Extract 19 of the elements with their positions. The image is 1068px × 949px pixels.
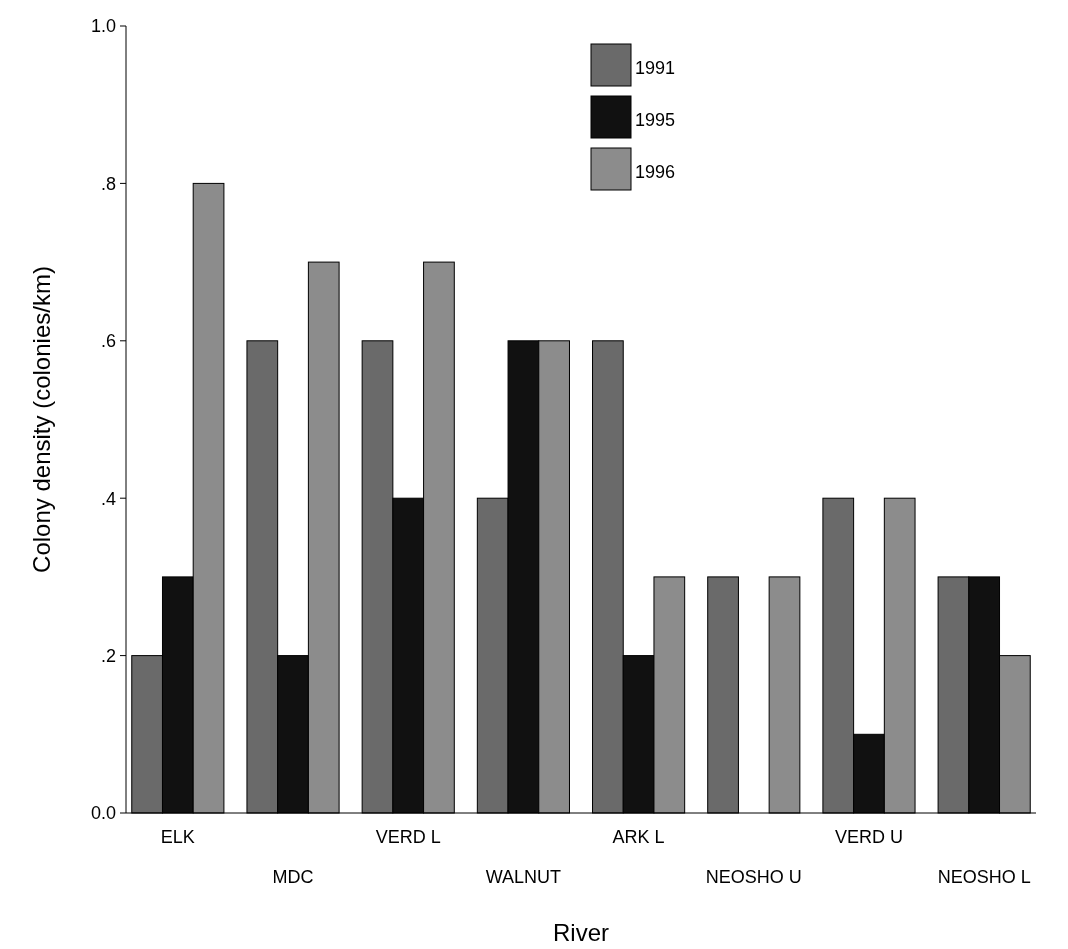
x-tick-label: VERD U	[834, 827, 903, 847]
y-tick-label: .6	[100, 331, 116, 352]
x-tick-label: ELK	[160, 827, 195, 847]
y-tick-label: .8	[100, 173, 116, 194]
x-tick-label: MDC	[272, 867, 314, 887]
x-axis-title: River	[552, 919, 610, 946]
x-tick-label: VERD L	[375, 827, 441, 847]
x-tick-label: NEOSHO U	[705, 867, 802, 887]
y-tick-label: .4	[100, 488, 116, 509]
y-axis-title: Colony density (colonies/km)	[28, 266, 55, 573]
y-tick-label: 0.0	[90, 803, 116, 824]
y-tick-label: 1.0	[90, 16, 116, 37]
x-tick-label: WALNUT	[485, 867, 562, 887]
y-tick-label: .2	[100, 645, 116, 666]
legend-label: 1996	[635, 162, 676, 182]
x-tick-label: ARK L	[612, 827, 665, 847]
legend-label: 1991	[635, 58, 676, 78]
legend-label: 1995	[635, 110, 676, 130]
x-tick-label: NEOSHO L	[937, 867, 1031, 887]
